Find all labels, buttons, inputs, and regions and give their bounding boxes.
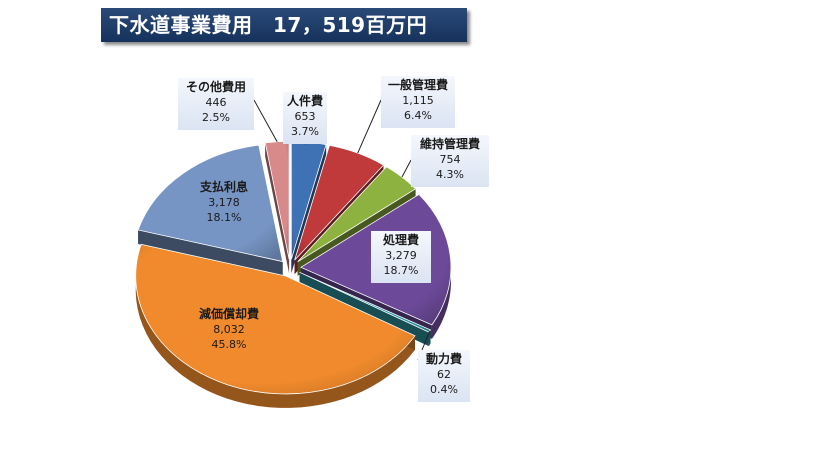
slice-label-percent: 6.4% [404, 109, 432, 122]
label-ippan-kanrihi: 一般管理費 1,115 6.4% [381, 76, 455, 128]
chart-title: 下水道事業費用 17，519百万円 [101, 8, 467, 42]
slice-label-percent: 18.7% [383, 264, 419, 277]
slice-label-name: 支払利息 [199, 180, 248, 194]
slice-label-value: 8,032 [213, 323, 245, 336]
slice-label-name: 動力費 [425, 352, 462, 366]
slice-label-name: 処理費 [382, 233, 419, 247]
slice-label-percent: 2.5% [202, 111, 230, 124]
slice-label-name: 減価償却費 [198, 307, 259, 321]
label-douryokuhi: 動力費 62 0.4% [418, 350, 470, 402]
label-sonota-hiyou: その他費用 446 2.5% [178, 78, 254, 130]
slice-label-percent: 3.7% [291, 125, 319, 138]
slice-label-value: 3,279 [385, 249, 417, 262]
slice-label-percent: 18.1% [206, 211, 242, 224]
slice-wall-7-0 [265, 142, 290, 274]
label-iji-kanrihi: 維持管理費 754 4.3% [411, 135, 489, 187]
slice-label-name: 人件費 [286, 94, 323, 108]
label-shiharai-risoku: 支払利息 3,178 18.1% [193, 178, 255, 230]
slice-label-name: その他費用 [185, 80, 246, 94]
label-jinkenhi: 人件費 653 3.7% [283, 92, 327, 144]
slice-wall-6-0 [138, 229, 283, 276]
slice-label-value: 62 [437, 368, 451, 381]
slice-label-name: 一般管理費 [387, 78, 448, 92]
slice-label-value: 653 [294, 110, 316, 123]
pie-slice-2 [297, 166, 417, 263]
label-genka-shokyakuhi: 減価償却費 8,032 45.8% [189, 305, 269, 357]
slice-label-percent: 4.3% [436, 168, 464, 181]
slice-label-percent: 0.4% [430, 383, 458, 396]
slice-label-percent: 45.8% [211, 338, 247, 351]
slice-label-name: 維持管理費 [419, 137, 480, 151]
label-shorihi: 処理費 3,279 18.7% [371, 231, 431, 283]
slice-label-value: 3,178 [208, 196, 240, 209]
slice-label-value: 446 [205, 96, 227, 109]
slice-label-value: 754 [439, 153, 461, 166]
leader-line-7 [253, 99, 278, 142]
pie-slice-6 [137, 144, 284, 263]
slice-label-value: 1,115 [402, 94, 434, 107]
leader-line-2 [401, 159, 412, 178]
pie-slice-5 [135, 243, 416, 395]
leader-line-1 [357, 99, 382, 154]
